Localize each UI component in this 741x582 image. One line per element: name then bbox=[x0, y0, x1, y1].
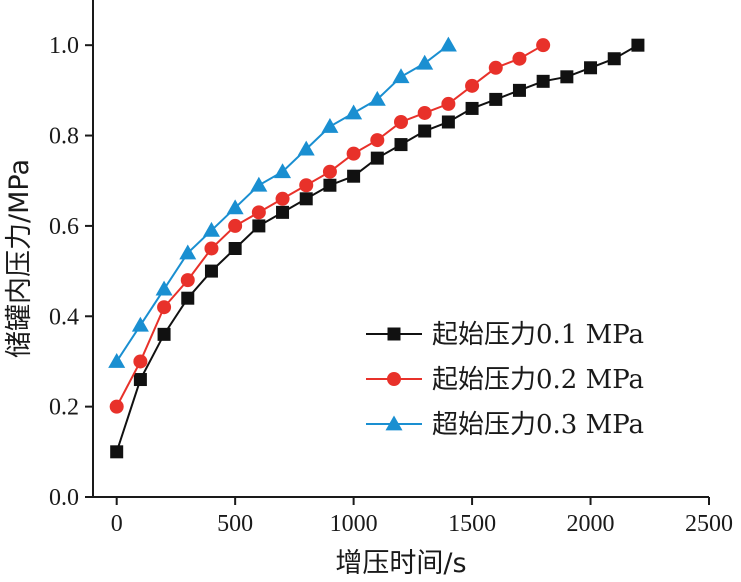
data-point bbox=[439, 36, 457, 52]
data-point bbox=[584, 61, 598, 75]
data-point bbox=[299, 178, 314, 193]
data-point bbox=[489, 92, 503, 106]
series-line bbox=[115, 44, 544, 408]
data-point bbox=[276, 205, 290, 219]
x-tick-label: 2500 bbox=[685, 511, 733, 537]
data-point bbox=[416, 54, 434, 70]
data-point bbox=[133, 373, 147, 387]
plot-area bbox=[108, 36, 645, 459]
data-point bbox=[181, 291, 195, 305]
data-point bbox=[109, 399, 124, 414]
y-axis-title: 储罐内压力/MPa bbox=[4, 159, 35, 358]
data-point bbox=[251, 205, 266, 220]
legend-marker bbox=[387, 327, 401, 341]
data-point bbox=[252, 219, 266, 233]
series-circle bbox=[109, 38, 551, 414]
y-tick-label: 1.0 bbox=[49, 33, 79, 59]
data-point bbox=[323, 178, 337, 192]
legend-item: 起始压力0.1 MPa bbox=[366, 320, 644, 350]
data-point bbox=[465, 78, 480, 93]
data-point bbox=[157, 327, 171, 341]
y-tick-label: 0.8 bbox=[49, 124, 79, 150]
data-point bbox=[322, 164, 337, 179]
data-point bbox=[536, 38, 551, 53]
data-point bbox=[131, 316, 149, 332]
y-tick-label: 0.0 bbox=[49, 485, 79, 511]
x-tick-label: 2000 bbox=[567, 511, 615, 537]
data-point bbox=[441, 96, 456, 111]
axes: 0.0 0.2 0.4 0.6 0.8 1.0 0 500 1000 1500 2000 2500 bbox=[49, 0, 733, 537]
data-point bbox=[204, 264, 218, 278]
data-point bbox=[275, 191, 290, 206]
data-point bbox=[274, 163, 292, 179]
data-point bbox=[370, 133, 385, 148]
data-point bbox=[179, 244, 197, 260]
data-point bbox=[157, 300, 172, 315]
data-point bbox=[418, 124, 432, 138]
legend-marker bbox=[385, 415, 403, 431]
data-point bbox=[347, 169, 361, 183]
legend-label: 起始压力0.1 MPa bbox=[432, 320, 644, 350]
data-point bbox=[204, 241, 219, 256]
data-point bbox=[228, 242, 242, 255]
legend-item: 超始压力0.3 MPa bbox=[366, 410, 644, 440]
data-point bbox=[321, 118, 339, 133]
series-square bbox=[110, 38, 645, 459]
legend: 起始压力0.1 MPa 起始压力0.2 MPa 超始压力0.3 MPa bbox=[366, 320, 644, 440]
data-point bbox=[392, 68, 410, 84]
data-point bbox=[155, 280, 173, 296]
data-point bbox=[226, 199, 244, 215]
data-point bbox=[394, 114, 408, 129]
data-point bbox=[560, 70, 574, 84]
data-point bbox=[108, 352, 126, 368]
data-point bbox=[488, 60, 503, 75]
series-triangle bbox=[108, 36, 457, 368]
data-point bbox=[346, 146, 361, 161]
legend-label: 起始压力0.2 MPa bbox=[432, 365, 644, 395]
y-tick-label: 0.4 bbox=[49, 304, 79, 330]
data-point bbox=[368, 90, 386, 106]
legend-item: 起始压力0.2 MPa bbox=[366, 365, 644, 395]
data-point bbox=[228, 218, 243, 233]
data-point bbox=[607, 52, 621, 66]
data-point bbox=[110, 445, 124, 459]
data-point bbox=[133, 354, 148, 369]
data-point bbox=[202, 221, 220, 237]
y-tick-label: 0.6 bbox=[49, 214, 79, 240]
data-point bbox=[299, 192, 313, 206]
data-point bbox=[370, 151, 384, 165]
data-point bbox=[441, 115, 455, 129]
data-point bbox=[536, 74, 550, 88]
x-tick-label: 0 bbox=[111, 511, 123, 537]
legend-label: 超始压力0.3 MPa bbox=[432, 410, 644, 440]
data-point bbox=[512, 83, 526, 97]
x-tick-label: 1500 bbox=[448, 511, 496, 537]
x-axis-title: 增压时间/s bbox=[335, 548, 466, 579]
x-tick-label: 1000 bbox=[330, 511, 378, 537]
x-tick-label: 500 bbox=[217, 511, 253, 537]
data-point bbox=[465, 101, 479, 115]
y-tick-label: 0.2 bbox=[49, 395, 79, 421]
data-point bbox=[512, 51, 527, 66]
data-point bbox=[180, 273, 195, 288]
legend-marker bbox=[387, 372, 401, 386]
data-point bbox=[345, 104, 363, 120]
data-point bbox=[394, 138, 408, 152]
data-point bbox=[631, 38, 645, 52]
data-point bbox=[297, 140, 315, 156]
data-point bbox=[250, 176, 268, 192]
data-point bbox=[417, 105, 432, 120]
